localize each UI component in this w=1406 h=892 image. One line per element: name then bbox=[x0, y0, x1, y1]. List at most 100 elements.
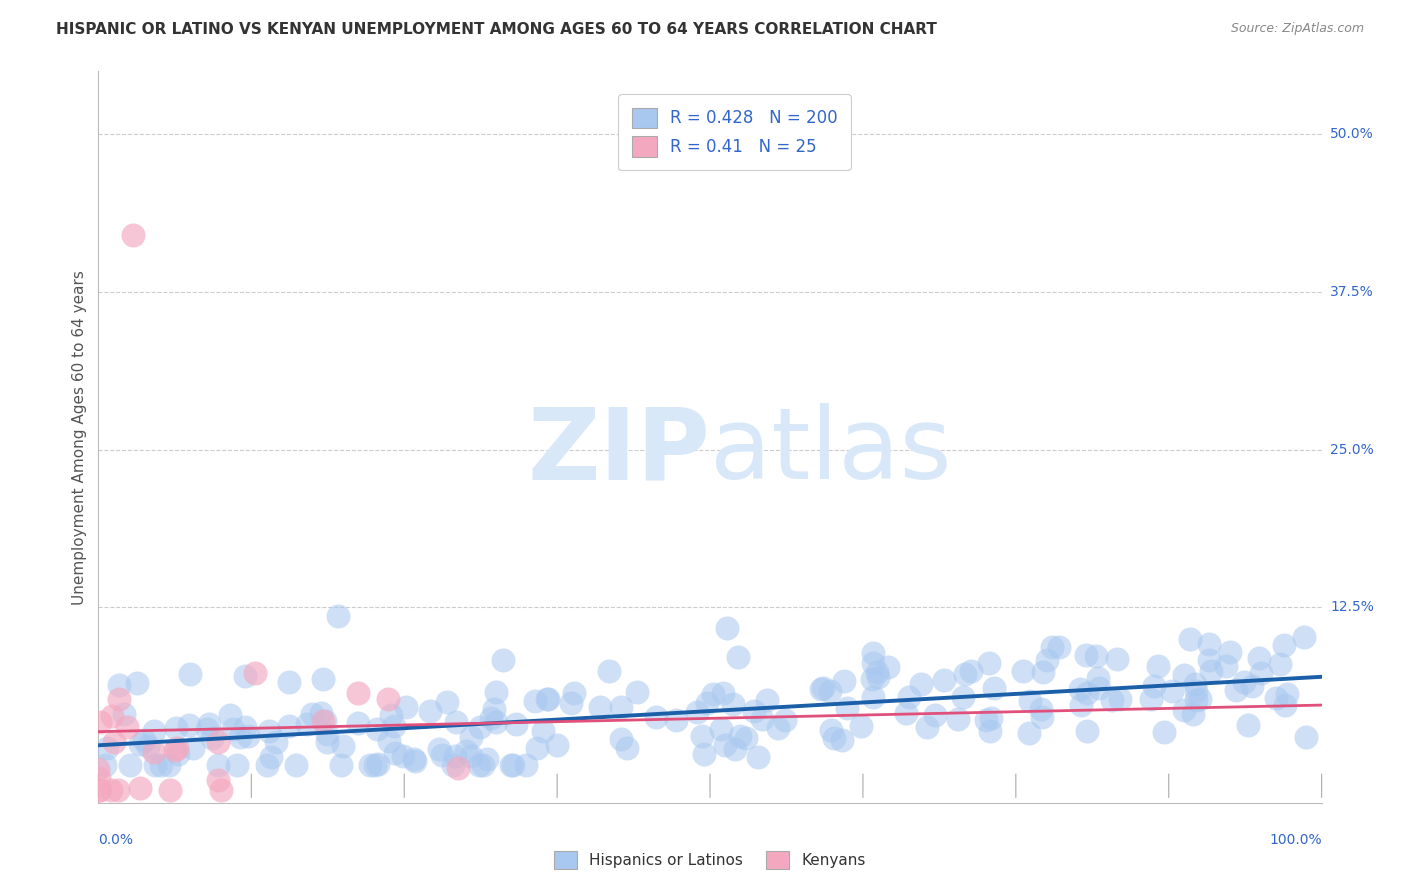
Point bbox=[233, 669, 256, 683]
Point bbox=[382, 719, 405, 733]
Point bbox=[444, 714, 467, 729]
Text: Source: ZipAtlas.com: Source: ZipAtlas.com bbox=[1230, 22, 1364, 36]
Point bbox=[910, 677, 932, 691]
Point bbox=[849, 719, 872, 733]
Point bbox=[756, 692, 779, 706]
Point bbox=[314, 714, 336, 728]
Point bbox=[1215, 659, 1237, 673]
Point bbox=[159, 783, 181, 797]
Point bbox=[1101, 692, 1123, 706]
Legend: Hispanics or Latinos, Kenyans: Hispanics or Latinos, Kenyans bbox=[554, 851, 866, 870]
Text: 0.0%: 0.0% bbox=[98, 833, 134, 847]
Point bbox=[1240, 679, 1263, 693]
Point bbox=[952, 690, 974, 704]
Text: 37.5%: 37.5% bbox=[1330, 285, 1374, 299]
Point bbox=[665, 713, 688, 727]
Point bbox=[610, 731, 633, 746]
Point bbox=[89, 783, 111, 797]
Point bbox=[598, 664, 620, 678]
Point bbox=[347, 716, 370, 731]
Text: 12.5%: 12.5% bbox=[1330, 600, 1374, 615]
Point bbox=[468, 758, 491, 772]
Point bbox=[711, 686, 734, 700]
Point bbox=[751, 712, 773, 726]
Point bbox=[100, 783, 122, 797]
Point bbox=[1147, 659, 1170, 673]
Point bbox=[1160, 683, 1182, 698]
Point bbox=[960, 664, 983, 678]
Point bbox=[714, 739, 737, 753]
Point bbox=[692, 729, 714, 743]
Point bbox=[96, 741, 118, 756]
Point bbox=[128, 780, 150, 795]
Point bbox=[1185, 693, 1208, 707]
Point bbox=[207, 773, 229, 788]
Point bbox=[1087, 671, 1109, 685]
Point bbox=[1035, 653, 1057, 667]
Point bbox=[195, 723, 218, 737]
Point bbox=[332, 739, 354, 753]
Point bbox=[560, 696, 582, 710]
Point bbox=[876, 660, 898, 674]
Point bbox=[226, 758, 249, 772]
Point bbox=[537, 691, 560, 706]
Point bbox=[377, 692, 399, 706]
Point bbox=[1019, 694, 1042, 708]
Text: 100.0%: 100.0% bbox=[1270, 833, 1322, 847]
Point bbox=[820, 723, 842, 737]
Point bbox=[482, 702, 505, 716]
Point bbox=[384, 746, 406, 760]
Point bbox=[696, 697, 718, 711]
Point bbox=[589, 700, 612, 714]
Point bbox=[315, 727, 337, 741]
Point bbox=[456, 744, 478, 758]
Point bbox=[295, 717, 318, 731]
Point bbox=[1268, 657, 1291, 672]
Point bbox=[1040, 640, 1063, 654]
Point bbox=[1274, 638, 1296, 652]
Point bbox=[526, 741, 548, 756]
Point bbox=[278, 718, 301, 732]
Point bbox=[107, 783, 129, 797]
Point bbox=[868, 670, 890, 684]
Point bbox=[364, 758, 387, 772]
Point bbox=[471, 758, 494, 772]
Point bbox=[546, 739, 568, 753]
Point bbox=[430, 748, 453, 763]
Point bbox=[94, 758, 117, 772]
Point bbox=[1076, 723, 1098, 738]
Point bbox=[1198, 653, 1220, 667]
Point bbox=[1184, 677, 1206, 691]
Point bbox=[492, 653, 515, 667]
Point bbox=[894, 706, 917, 720]
Point bbox=[1180, 632, 1202, 647]
Point bbox=[1088, 681, 1111, 696]
Point bbox=[1218, 645, 1240, 659]
Point bbox=[536, 691, 558, 706]
Point bbox=[460, 749, 482, 764]
Point bbox=[862, 646, 884, 660]
Point bbox=[112, 707, 135, 722]
Point bbox=[107, 678, 129, 692]
Point bbox=[979, 656, 1001, 670]
Point bbox=[485, 714, 508, 729]
Point bbox=[1184, 684, 1206, 698]
Point bbox=[419, 704, 441, 718]
Point bbox=[1274, 698, 1296, 712]
Point bbox=[811, 681, 834, 695]
Point bbox=[367, 757, 389, 772]
Point bbox=[515, 758, 537, 772]
Point bbox=[897, 690, 920, 705]
Point bbox=[346, 686, 368, 700]
Point bbox=[727, 650, 749, 665]
Point bbox=[312, 672, 335, 686]
Point bbox=[468, 720, 491, 734]
Point bbox=[257, 724, 280, 739]
Point bbox=[1105, 652, 1128, 666]
Point bbox=[392, 748, 415, 763]
Point bbox=[315, 735, 337, 749]
Point bbox=[693, 747, 716, 761]
Text: HISPANIC OR LATINO VS KENYAN UNEMPLOYMENT AMONG AGES 60 TO 64 YEARS CORRELATION : HISPANIC OR LATINO VS KENYAN UNEMPLOYMEN… bbox=[56, 22, 938, 37]
Point bbox=[766, 721, 789, 735]
Point bbox=[810, 681, 832, 696]
